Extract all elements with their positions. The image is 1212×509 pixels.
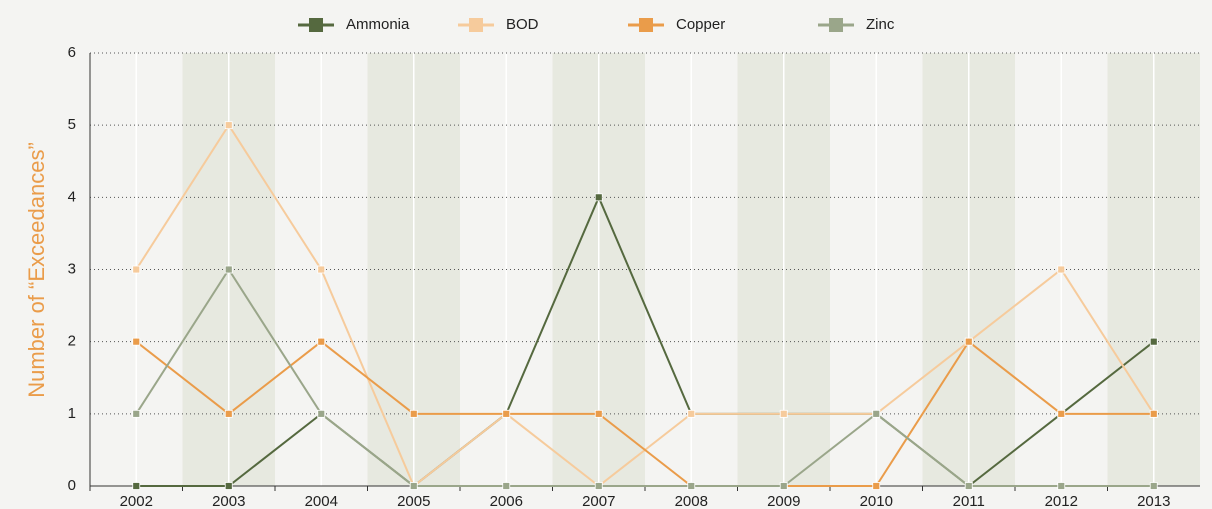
point <box>132 409 141 418</box>
x-tick-label: 2011 <box>953 493 985 509</box>
point <box>1057 482 1066 490</box>
point <box>872 482 881 490</box>
point <box>132 337 141 346</box>
legend-marker <box>309 18 323 32</box>
x-tick-label: 2009 <box>767 493 800 509</box>
point <box>224 265 233 274</box>
y-tick-label: 4 <box>68 188 76 205</box>
x-tick-label: 2010 <box>860 493 893 509</box>
y-tick-label: 0 <box>68 477 76 494</box>
x-tick-label: 2013 <box>1137 493 1170 509</box>
x-tick-label: 2006 <box>490 493 523 509</box>
y-tick-label: 5 <box>68 116 76 133</box>
point <box>132 265 141 274</box>
point <box>224 482 233 490</box>
point <box>594 409 603 418</box>
point <box>132 482 141 490</box>
legend-label: Zinc <box>866 16 895 33</box>
point <box>964 482 973 490</box>
point <box>872 409 881 418</box>
point <box>594 193 603 202</box>
point <box>409 409 418 418</box>
point <box>964 337 973 346</box>
point <box>779 482 788 490</box>
point <box>687 409 696 418</box>
legend-label: Copper <box>676 16 725 33</box>
legend-label: Ammonia <box>346 16 410 33</box>
point <box>1149 482 1158 490</box>
x-tick-label: 2004 <box>305 493 338 509</box>
x-tick-label: 2008 <box>675 493 708 509</box>
point <box>317 337 326 346</box>
series-line <box>136 194 1155 488</box>
point <box>224 409 233 418</box>
x-tick-label: 2002 <box>120 493 153 509</box>
point <box>317 265 326 274</box>
point <box>1149 409 1158 418</box>
point <box>594 482 603 490</box>
point <box>317 409 326 418</box>
point <box>1057 265 1066 274</box>
legend-marker <box>829 18 843 32</box>
point <box>1057 409 1066 418</box>
legend-marker <box>469 18 483 32</box>
series-line <box>135 340 1154 487</box>
y-axis-label: Number of “Exceedances” <box>24 142 49 398</box>
x-tick-label: 2003 <box>212 493 245 509</box>
y-tick-label: 2 <box>68 333 76 350</box>
point <box>779 409 788 418</box>
x-tick-label: 2007 <box>582 493 615 509</box>
y-tick-label: 3 <box>68 260 76 277</box>
y-tick-label: 6 <box>68 44 76 61</box>
legend-label: BOD <box>506 16 539 33</box>
series-line <box>135 267 1154 487</box>
point <box>502 409 511 418</box>
point <box>502 482 511 490</box>
y-tick-label: 1 <box>68 405 76 422</box>
legend-marker <box>639 18 653 32</box>
point <box>224 121 233 130</box>
point <box>409 482 418 490</box>
point <box>1149 337 1158 346</box>
x-tick-label: 2005 <box>397 493 430 509</box>
x-tick-label: 2012 <box>1045 493 1078 509</box>
point <box>687 482 696 490</box>
